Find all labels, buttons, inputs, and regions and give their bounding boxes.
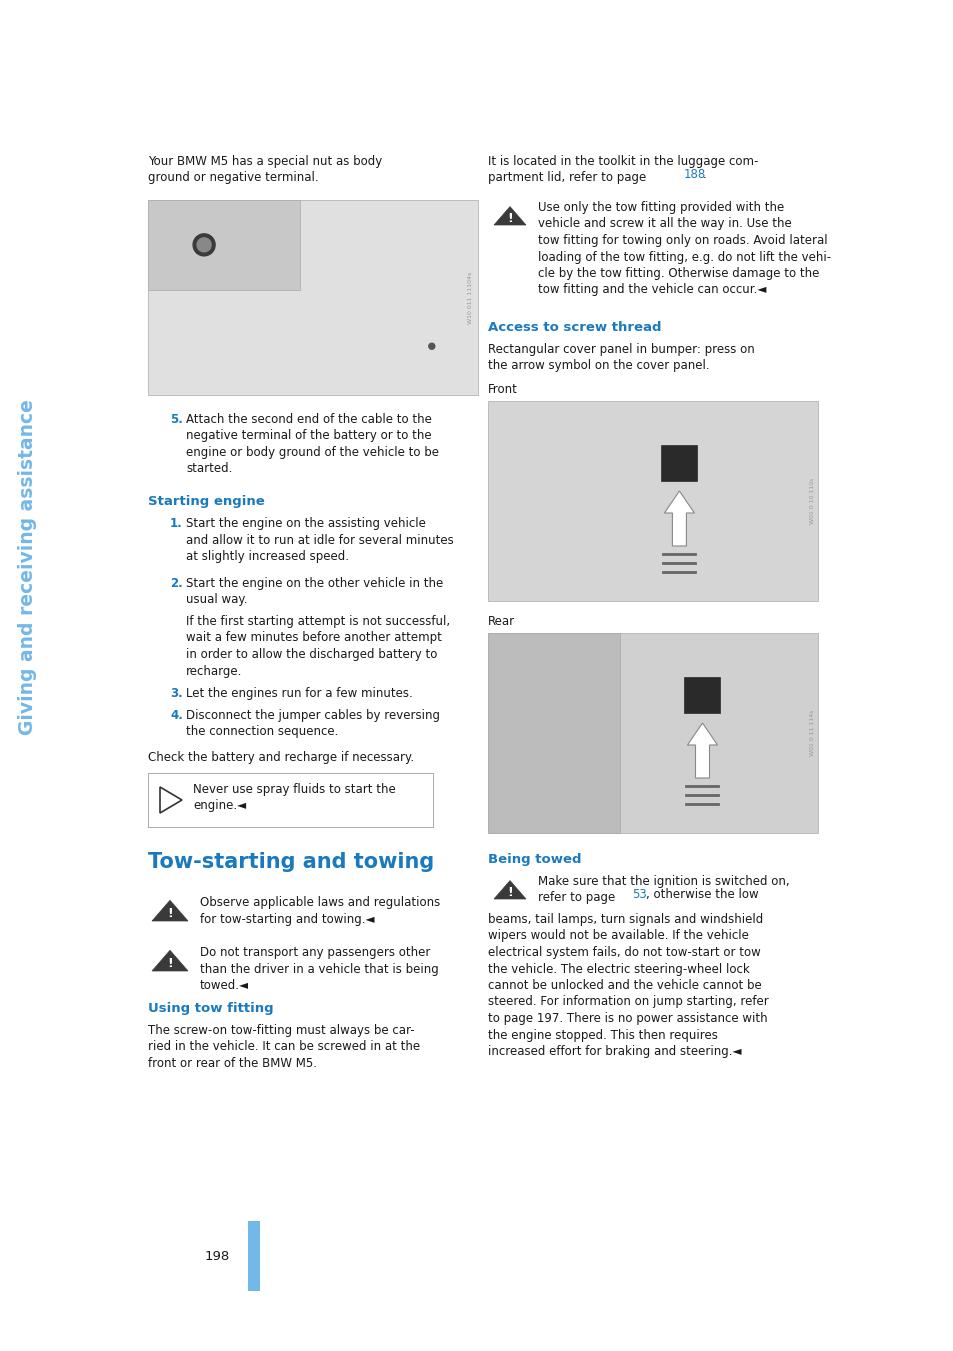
Circle shape [428, 343, 435, 350]
Bar [684, 677, 720, 713]
Text: beams, tail lamps, turn signals and windshield
wipers would not be available. If: beams, tail lamps, turn signals and wind… [488, 913, 768, 1058]
Polygon shape [152, 950, 188, 971]
Bar [488, 634, 817, 834]
Text: Use only the tow fitting provided with the
vehicle and screw it all the way in. : Use only the tow fitting provided with t… [537, 201, 830, 296]
Text: .: . [702, 168, 706, 181]
Text: 198: 198 [205, 1250, 230, 1262]
Text: Start the engine on the other vehicle in the
usual way.: Start the engine on the other vehicle in… [186, 577, 443, 607]
Text: 5.: 5. [170, 413, 183, 426]
Bar [488, 634, 619, 834]
Text: !: ! [507, 212, 513, 226]
Text: !: ! [167, 958, 172, 970]
Text: Your BMW M5 has a special nut as body
ground or negative terminal.: Your BMW M5 has a special nut as body gr… [148, 155, 382, 185]
Text: 2.: 2. [170, 577, 183, 590]
Text: Rear: Rear [488, 615, 515, 628]
Bar [148, 773, 433, 827]
Text: If the first starting attempt is not successful,
wait a few minutes before anoth: If the first starting attempt is not suc… [186, 615, 450, 677]
Text: Start the engine on the assisting vehicle
and allow it to run at idle for severa: Start the engine on the assisting vehicl… [186, 517, 454, 563]
Text: W01 0 11 114s: W01 0 11 114s [809, 709, 814, 757]
Text: The screw-on tow-fitting must always be car-
ried in the vehicle. It can be scre: The screw-on tow-fitting must always be … [148, 1024, 419, 1070]
Text: Do not transport any passengers other
than the driver in a vehicle that is being: Do not transport any passengers other th… [200, 946, 438, 992]
Text: 1.: 1. [170, 517, 183, 530]
Text: Attach the second end of the cable to the
negative terminal of the battery or to: Attach the second end of the cable to th… [186, 413, 438, 476]
Text: !: ! [507, 886, 513, 900]
Text: Being towed: Being towed [488, 852, 581, 866]
Text: W01 0 10 110s: W01 0 10 110s [809, 478, 814, 524]
Text: Make sure that the ignition is switched on,
refer to page: Make sure that the ignition is switched … [537, 875, 789, 905]
Text: Check the battery and recharge if necessary.: Check the battery and recharge if necess… [148, 751, 414, 765]
Bar [148, 200, 477, 394]
Polygon shape [494, 207, 525, 226]
Text: Front: Front [488, 382, 517, 396]
Text: Tow-starting and towing: Tow-starting and towing [148, 852, 434, 871]
Text: Rectangular cover panel in bumper: press on
the arrow symbol on the cover panel.: Rectangular cover panel in bumper: press… [488, 343, 754, 373]
Text: 3.: 3. [170, 688, 183, 700]
Text: Giving and receiving assistance: Giving and receiving assistance [18, 400, 37, 735]
FancyArrow shape [687, 723, 717, 778]
Polygon shape [152, 900, 188, 921]
Bar [488, 401, 817, 601]
Text: 4.: 4. [170, 709, 183, 721]
Polygon shape [494, 881, 525, 898]
Circle shape [193, 234, 214, 255]
Bar [660, 444, 697, 481]
Text: Let the engines run for a few minutes.: Let the engines run for a few minutes. [186, 688, 413, 700]
Text: It is located in the toolkit in the luggage com-
partment lid, refer to page: It is located in the toolkit in the lugg… [488, 155, 758, 185]
Text: , otherwise the low: , otherwise the low [645, 888, 758, 901]
Circle shape [197, 238, 211, 251]
Bar [148, 200, 299, 289]
FancyArrow shape [663, 490, 694, 546]
Text: 188: 188 [683, 168, 705, 181]
Bar [248, 1221, 260, 1292]
Text: Starting engine: Starting engine [148, 494, 265, 508]
Text: Access to screw thread: Access to screw thread [488, 322, 660, 334]
Text: Disconnect the jumper cables by reversing
the connection sequence.: Disconnect the jumper cables by reversin… [186, 709, 439, 739]
Text: W10 011 11104s: W10 011 11104s [468, 272, 473, 324]
Text: Never use spray fluids to start the
engine.◄: Never use spray fluids to start the engi… [193, 784, 395, 812]
Text: Using tow fitting: Using tow fitting [148, 1002, 274, 1015]
Text: !: ! [167, 908, 172, 920]
Text: 53: 53 [631, 888, 646, 901]
Text: Observe applicable laws and regulations
for tow-starting and towing.◄: Observe applicable laws and regulations … [200, 896, 439, 925]
